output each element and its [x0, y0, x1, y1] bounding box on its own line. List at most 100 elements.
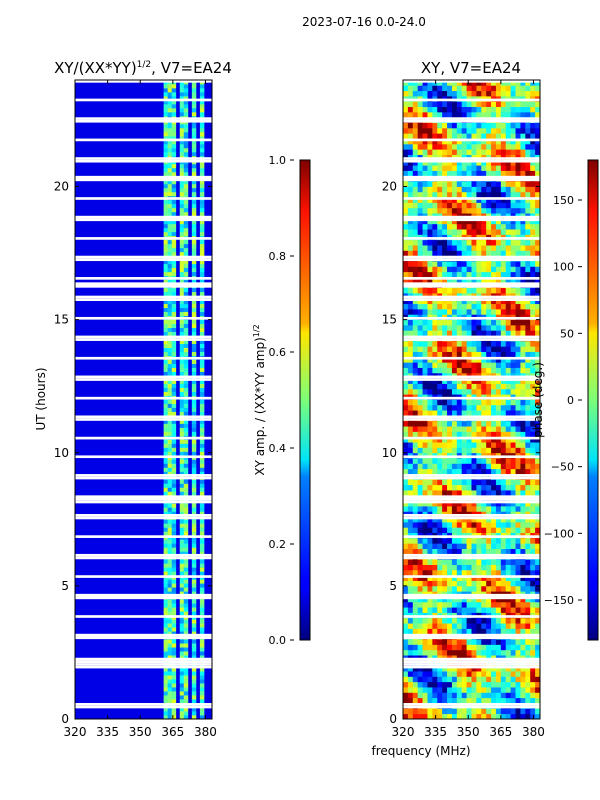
- right-heatmap-cell: [500, 191, 507, 198]
- left-heatmap-cell: [183, 263, 189, 269]
- left-heatmap-cell: [167, 695, 173, 700]
- right-heatmap-cell: [442, 181, 448, 187]
- left-heatmap-cell: [171, 171, 177, 177]
- right-heatmap-cell: [422, 266, 428, 273]
- right-heatmap-cell: [442, 186, 448, 193]
- left-heatmap-cell: [163, 367, 169, 372]
- right-heatmap-cell: [447, 191, 453, 198]
- right-heatmap-cell: [476, 319, 482, 326]
- right-heatmap-cell: [403, 133, 409, 139]
- right-heatmap-cell: [505, 330, 512, 336]
- right-heatmap-cell: [505, 202, 512, 209]
- right-heatmap-cell: [476, 548, 482, 555]
- right-heatmap-cell: [407, 623, 414, 629]
- right-heatmap-cell: [403, 90, 409, 97]
- right-heatmap-cell: [451, 181, 458, 187]
- right-heatmap-cell: [471, 197, 477, 203]
- left-heatmap-cell: [171, 527, 177, 532]
- right-heatmap-cell: [515, 665, 521, 672]
- left-heatmap-cell: [171, 651, 177, 656]
- right-heatmap-cell: [481, 223, 487, 230]
- left-heatmap-cell: [167, 447, 173, 452]
- right-heatmap: [403, 80, 540, 719]
- right-heatmap-cell: [412, 159, 419, 166]
- left-heatmap-cell: [183, 551, 189, 556]
- left-heatmap-cell: [163, 667, 169, 672]
- right-heatmap-cell: [407, 85, 414, 92]
- flagged-row: [75, 703, 212, 706]
- left-heatmap-cell: [199, 587, 205, 592]
- right-heatmap-cell: [491, 500, 497, 507]
- left-heatmap-cell: [171, 419, 177, 424]
- right-heatmap-cell: [495, 490, 502, 496]
- right-heatmap-cell: [520, 330, 526, 336]
- right-heatmap-cell: [515, 85, 521, 92]
- right-heatmap-cell: [481, 623, 487, 629]
- right-heatmap-cell: [476, 245, 482, 251]
- left-heatmap-cell: [167, 599, 173, 604]
- right-heatmap-cell: [471, 506, 477, 512]
- right-heatmap-cell: [535, 165, 540, 171]
- right-heatmap-cell: [520, 506, 526, 512]
- right-heatmap-cell: [461, 170, 468, 177]
- right-heatmap-cell: [510, 261, 516, 267]
- right-heatmap-cell: [417, 101, 423, 108]
- right-heatmap-cell: [520, 271, 526, 278]
- right-heatmap-cell: [520, 223, 526, 230]
- right-heatmap-cell: [515, 623, 521, 629]
- right-heatmap-cell: [407, 308, 414, 315]
- left-heatmap-cell: [179, 191, 185, 197]
- right-heatmap-cell: [495, 628, 502, 635]
- right-heatmap-cell: [515, 442, 521, 448]
- right-heatmap-cell: [510, 490, 516, 496]
- right-heatmap-cell: [403, 580, 409, 587]
- left-heatmap-cell: [191, 391, 197, 396]
- left-heatmap-cell: [183, 523, 189, 528]
- right-heatmap-cell: [525, 479, 531, 486]
- right-heatmap-cell: [471, 399, 477, 406]
- left-heatmap-cell: [179, 387, 185, 392]
- flagged-row: [75, 378, 212, 381]
- right-heatmap-cell: [432, 420, 438, 427]
- right-heatmap-cell: [495, 426, 502, 432]
- right-heatmap-cell: [466, 330, 472, 336]
- left-heatmap-cell: [179, 167, 185, 173]
- left-heatmap-cell: [171, 91, 177, 97]
- right-heatmap-cell: [535, 617, 540, 624]
- right-heatmap-cell: [476, 239, 482, 246]
- right-heatmap-cell: [432, 601, 438, 608]
- right-heatmap-cell: [481, 106, 487, 113]
- right-heatmap-cell: [427, 362, 433, 368]
- left-heatmap-cell: [183, 131, 189, 137]
- right-heatmap-cell: [491, 639, 497, 645]
- right-heatmap-cell: [515, 500, 521, 507]
- left-heatmap-cell: [167, 111, 173, 117]
- right-heatmap-cell: [481, 458, 487, 464]
- right-heatmap-cell: [486, 468, 492, 475]
- left-heatmap-cell: [167, 523, 173, 528]
- right-heatmap-cell: [407, 388, 414, 395]
- right-heatmap-cell: [486, 601, 492, 608]
- right-heatmap-cell: [486, 378, 492, 384]
- right-heatmap-cell: [495, 330, 502, 336]
- left-heatmap-cell: [171, 563, 177, 568]
- right-heatmap-cell: [461, 388, 468, 395]
- right-heatmap-cell: [427, 159, 433, 166]
- left-heatmap-cell: [191, 383, 197, 388]
- x-tick-label: 350: [129, 725, 152, 739]
- flagged-row: [75, 665, 212, 669]
- right-heatmap-cell: [505, 218, 512, 225]
- right-heatmap-cell: [422, 665, 428, 672]
- left-heatmap-cell: [199, 371, 205, 376]
- right-heatmap-cell: [412, 490, 419, 496]
- left-heatmap-cell: [163, 479, 169, 484]
- right-heatmap-cell: [520, 308, 526, 315]
- left-heatmap-cell: [171, 639, 177, 644]
- right-heatmap-cell: [505, 671, 512, 677]
- right-heatmap-cell: [535, 197, 540, 203]
- right-heatmap-cell: [500, 388, 507, 395]
- left-heatmap-cell: [179, 291, 185, 297]
- right-heatmap-cell: [461, 362, 468, 368]
- right-heatmap-cell: [447, 596, 453, 603]
- left-heatmap-cell: [163, 695, 169, 700]
